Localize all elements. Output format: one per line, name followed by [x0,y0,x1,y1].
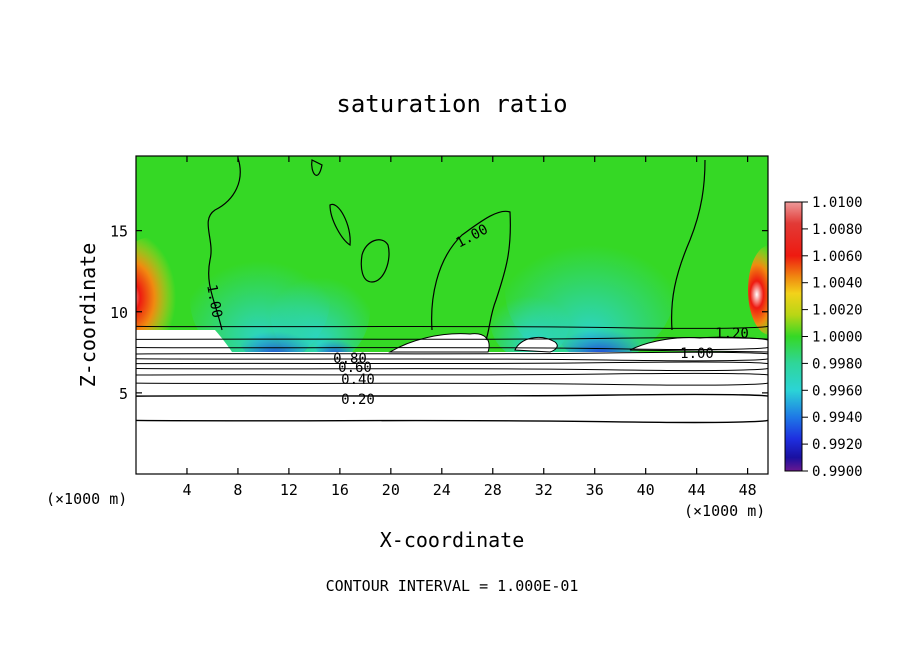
colorbar-tick-label: 1.0060 [812,249,863,265]
contour-level-line [136,358,768,362]
contour-level-line [136,372,768,376]
x-unit-note-right: (×1000 m) [684,502,765,520]
colorbar-ticks: 1.0100 1.0080 1.0060 1.0040 1.0020 1.0000 0.99… [802,195,863,480]
y-tick-label: 10 [110,304,128,322]
colorbar-tick-label: 0.9980 [812,356,863,372]
colorbar-gradient [784,201,803,472]
contour-label-0-60: 0.60 [338,360,372,376]
contour-line-upper [207,157,241,331]
colorbar-tick-label: 1.0100 [812,195,863,211]
y-axis-ticks: 5 10 15 [110,223,768,403]
colorbar-tick-label: 1.0080 [812,222,863,238]
colorbar-tick-label: 0.9920 [812,437,863,453]
contour-level-line [136,325,768,329]
colorbar-tick-label: 0.9940 [812,410,863,426]
x-tick-label: 4 [182,481,191,499]
x-tick-label: 48 [739,481,757,499]
x-tick-label: 8 [233,481,242,499]
x-tick-label: 40 [637,481,655,499]
colorbar: 1.0100 1.0080 1.0060 1.0040 1.0020 1.0000 0.99… [784,195,863,480]
x-tick-label: 24 [433,481,451,499]
x-tick-label: 44 [688,481,706,499]
contour-level-line [136,351,768,355]
x-tick-label: 12 [280,481,298,499]
x-tick-label: 16 [331,481,349,499]
x-tick-label: 36 [586,481,604,499]
contour-label-0-80: 0.80 [333,351,367,367]
contour-level-line [136,419,768,424]
contour-label-0-20: 0.20 [341,392,375,408]
contour-level-line [136,393,768,397]
colorbar-tick-label: 1.0040 [812,276,863,292]
x-axis-ticks: 4 8 12 16 20 24 28 32 36 40 44 48 [182,156,757,499]
contour-label-1-00-right: 1.00 [680,346,714,362]
plot-frame [135,155,769,475]
chart-title: saturation ratio [336,90,567,118]
y-tick-label: 15 [110,223,128,241]
y-axis-label: Z-coordinate [76,243,100,388]
colorbar-tick-label: 0.9960 [812,383,863,399]
x-tick-label: 20 [382,481,400,499]
colorbar-tick-label: 1.0020 [812,303,863,319]
colorbar-tick-label: 0.9900 [812,464,863,480]
contour-level-line [136,368,768,372]
contour-level-line [136,361,768,365]
colorbar-tick-label: 1.0000 [812,330,863,346]
contour-label-1-20: 1.20 [715,326,749,342]
contour-interval-note: CONTOUR INTERVAL = 1.000E-01 [326,577,579,595]
x-tick-label: 28 [484,481,502,499]
contour-level-line [136,346,768,350]
contour-level-line [136,382,768,386]
contour-level-line [136,337,768,340]
contour-label-1-00-left: 1.00 [203,283,225,319]
contour-stack [136,325,768,424]
contour-label-0-40: 0.40 [341,372,375,388]
x-tick-label: 32 [535,481,553,499]
y-tick-label: 5 [119,385,128,403]
x-axis-label: X-coordinate [380,528,525,552]
x-unit-note-left: (×1000 m) [46,490,127,508]
